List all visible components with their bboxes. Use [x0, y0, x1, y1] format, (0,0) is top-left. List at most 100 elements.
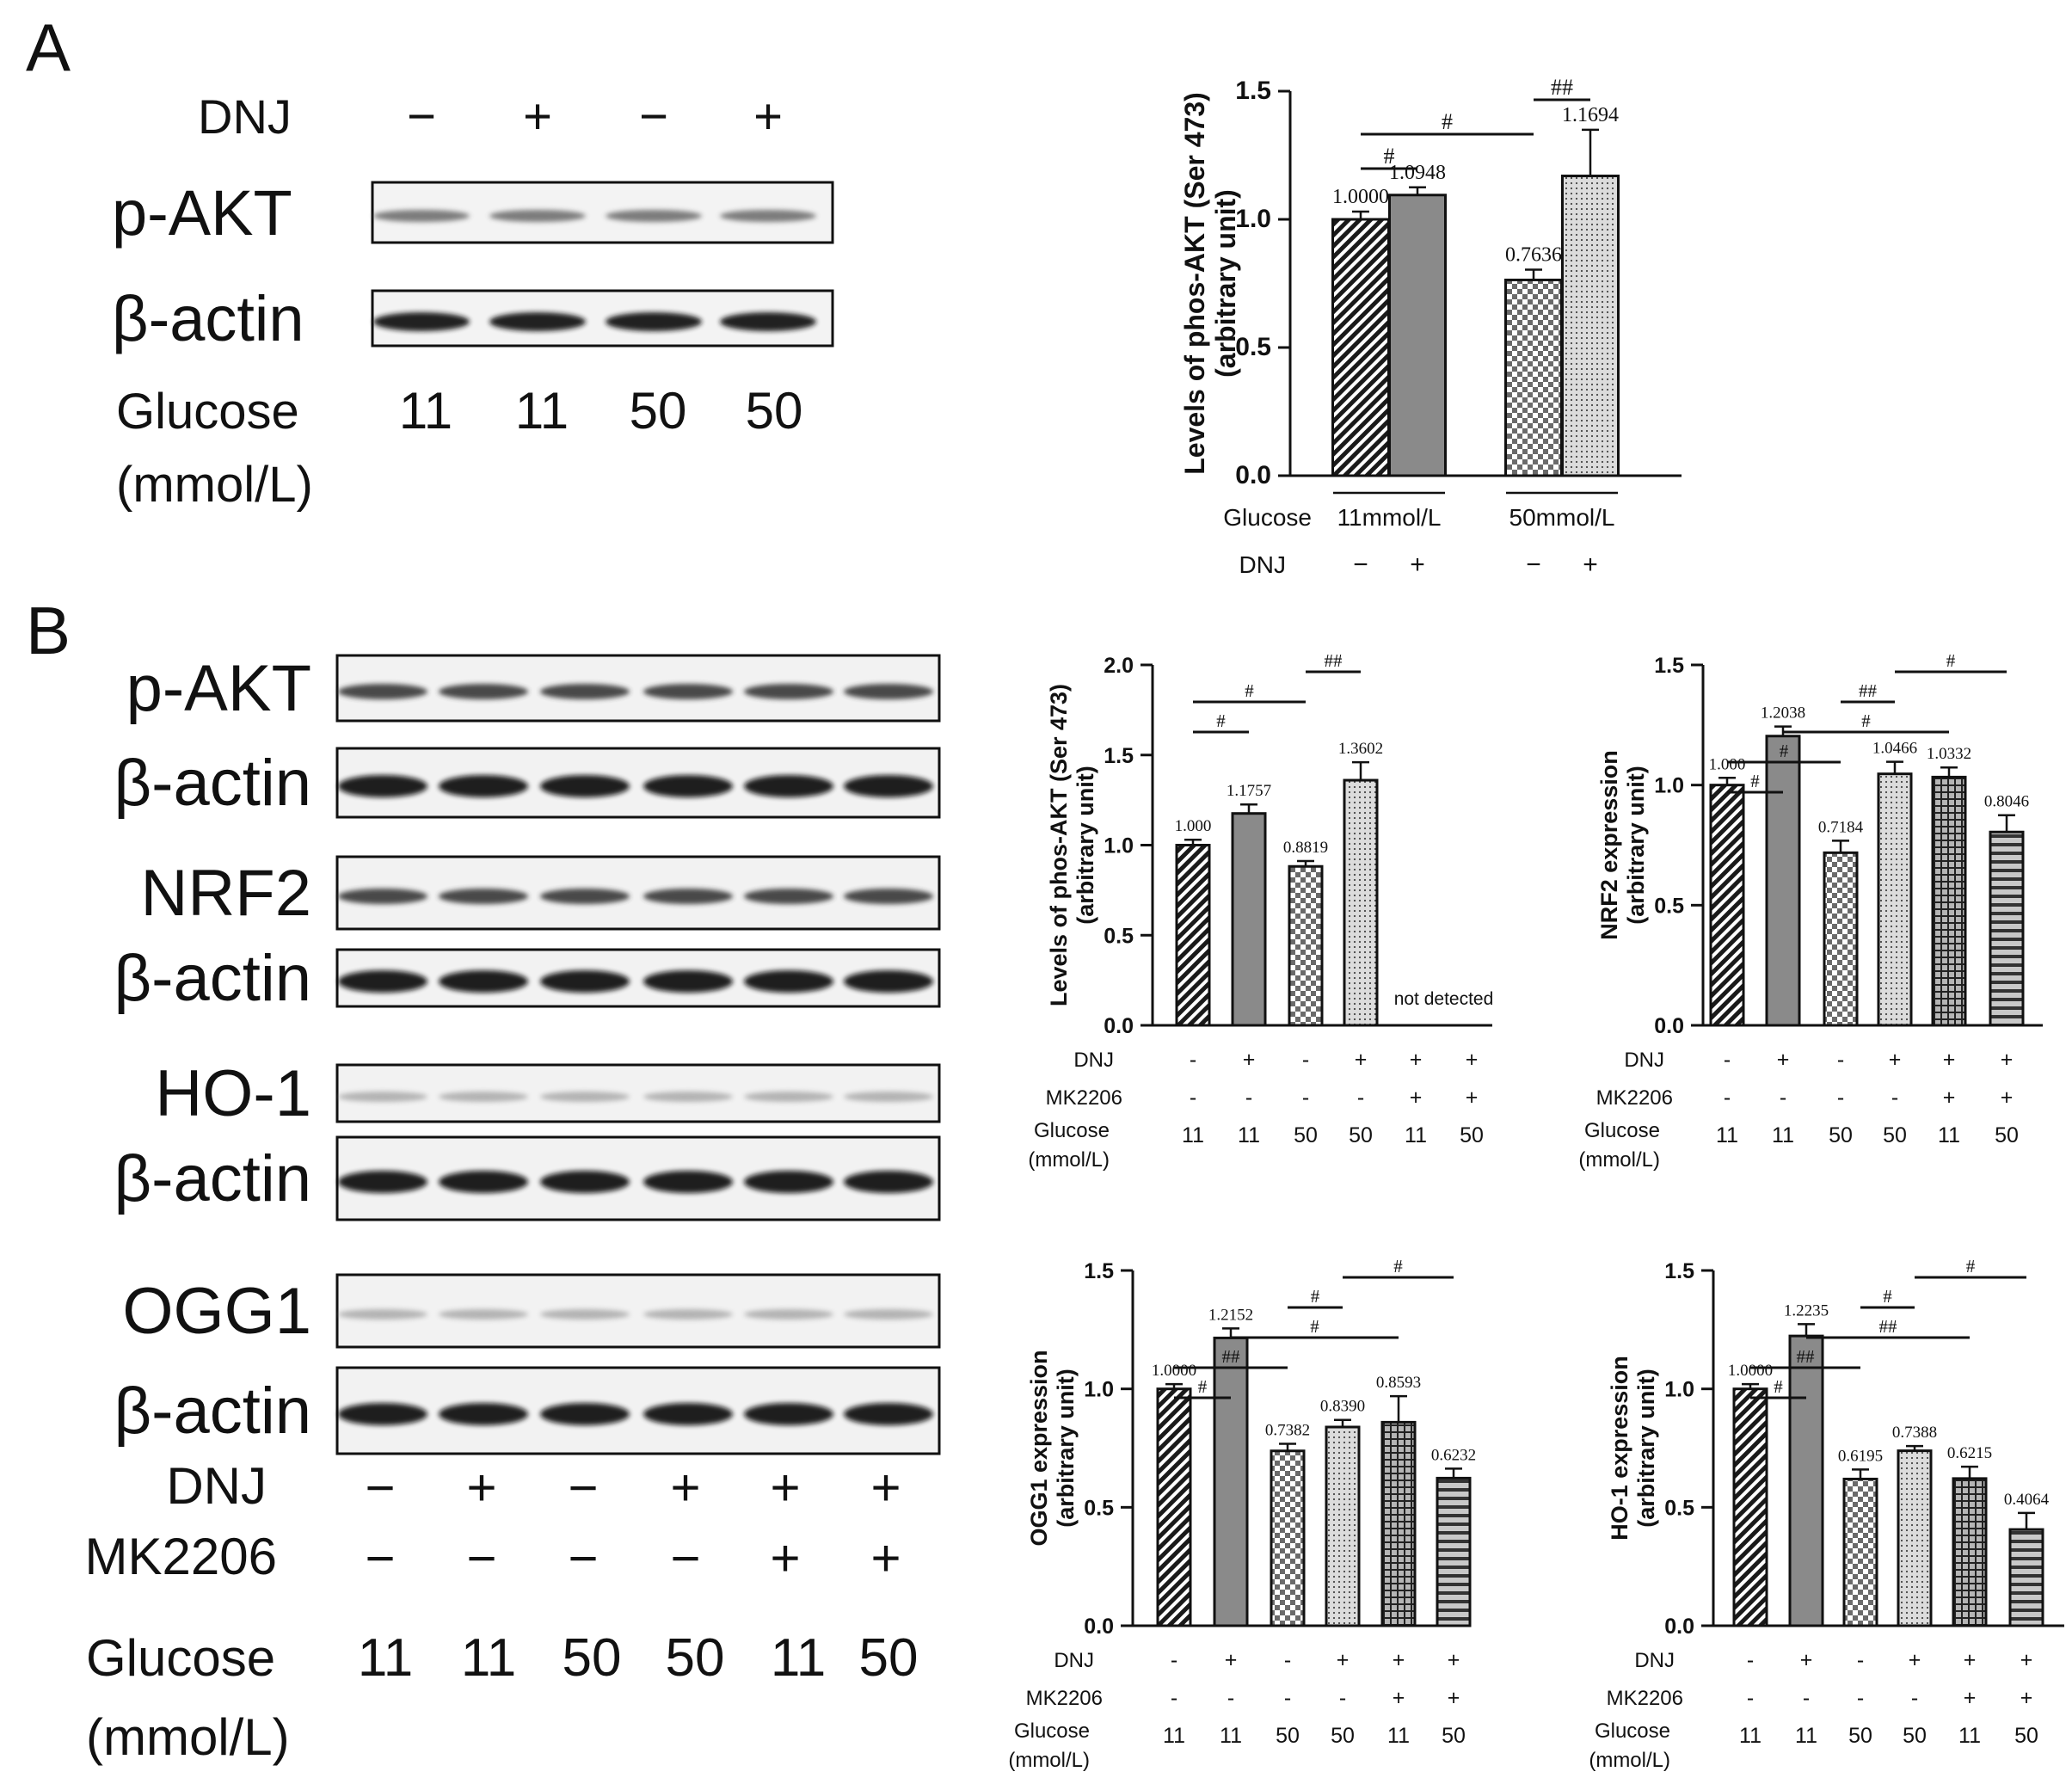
blot-b-band	[643, 1092, 733, 1102]
significance-mark: ##	[1797, 1346, 1816, 1367]
mk2206-sign: +	[1943, 1086, 1956, 1110]
mk2206-row-label: MK2206	[1046, 1086, 1122, 1110]
glucose-row-label: Glucose	[1034, 1119, 1110, 1142]
dnj-sign: +	[1337, 1648, 1350, 1672]
y-tick-label: 1.5	[1104, 744, 1134, 768]
blot-b-band	[643, 1171, 733, 1193]
data-label: 1.0948	[1389, 162, 1446, 184]
y-axis-label-line: (arbitrary unit)	[1210, 189, 1241, 378]
mk2206-sign: +	[1964, 1686, 1977, 1710]
bar	[1504, 278, 1563, 477]
significance-mark: #	[1384, 144, 1395, 169]
y-tick-label: 1.0	[1084, 1378, 1114, 1402]
blot-b-band	[540, 1171, 630, 1193]
dnj-sign: +	[2020, 1648, 2033, 1672]
blot-a-band	[489, 210, 586, 222]
glucose-value: 50	[1331, 1724, 1355, 1748]
y-tick-label: 1.0	[1664, 1378, 1694, 1402]
blot-b-band	[744, 1171, 833, 1193]
bar	[1331, 218, 1390, 477]
dnj-sign: +	[1410, 1048, 1423, 1072]
y-tick-label: 0.5	[1235, 333, 1271, 361]
glucose-row-label: Glucose	[1014, 1719, 1090, 1743]
mk2206-sign: -	[1302, 1086, 1309, 1110]
glucose-value: 11	[1238, 1123, 1260, 1147]
blot-b-band	[338, 1092, 427, 1102]
blot-a-dnj-sign: −	[407, 89, 436, 145]
data-label: 1.000	[1175, 817, 1212, 835]
y-tick-label: 1.5	[1654, 654, 1684, 678]
glucose-value: 11	[1795, 1724, 1817, 1748]
y-tick-label: 0.0	[1654, 1014, 1684, 1038]
blot-a-band	[606, 312, 702, 331]
y-tick-label: 0.5	[1104, 924, 1134, 948]
glucose-value: 11	[1220, 1724, 1242, 1748]
blot-b-mk-sign: −	[365, 1529, 395, 1587]
dnj-sign: +	[1410, 551, 1425, 579]
data-label: 0.6215	[1947, 1444, 1992, 1462]
y-tick-label: 0.5	[1664, 1496, 1694, 1520]
glucose-value: 11	[1716, 1123, 1738, 1147]
bar	[1823, 851, 1859, 1027]
blot-b-row-label: p-AKT	[126, 652, 311, 725]
bar	[1213, 1336, 1249, 1627]
dnj-row-label: DNJ	[1634, 1649, 1675, 1672]
blot-b-row-label: HO-1	[155, 1057, 311, 1130]
dnj-sign: +	[1889, 1048, 1902, 1072]
chart-b2: 0.0 0.5 1.0 1.5 NRF2 expression(arbitrary un…	[1578, 650, 2043, 1172]
significance-mark: #	[1966, 1256, 1976, 1276]
blot-b-band	[744, 1092, 833, 1102]
blot-b-band	[643, 1309, 733, 1320]
blot-b-glucose-value: 11	[771, 1628, 826, 1688]
blot-b-band	[540, 684, 630, 699]
y-axis-label-line: NRF2 expression	[1596, 750, 1622, 940]
blot-b-band	[439, 1403, 528, 1425]
blot-b-band	[439, 684, 528, 699]
mk2206-sign: -	[1911, 1686, 1918, 1710]
charts: 0.0 0.5 1.0 1.5 Levels of phos-AKT (Ser 473)…	[1008, 75, 2064, 1772]
blot-b-band	[338, 1403, 427, 1425]
mk2206-sign: -	[1190, 1086, 1196, 1110]
significance-mark: ##	[1859, 680, 1878, 701]
data-label: 1.000	[1709, 755, 1746, 773]
dnj-sign: -	[1857, 1648, 1864, 1672]
glucose-value: 11	[1938, 1123, 1960, 1147]
blot-b-band	[643, 1403, 733, 1425]
mk2206-sign: +	[2020, 1686, 2033, 1710]
dnj-sign: -	[1171, 1648, 1177, 1672]
mk2206-row-label: MK2206	[1026, 1687, 1103, 1710]
blot-a-glucose-value: 11	[399, 382, 452, 440]
dnj-sign: -	[1302, 1048, 1309, 1072]
blot-a-row-label: p-AKT	[112, 177, 292, 249]
significance-mark: #	[1861, 711, 1871, 731]
blot-b-glucose-label: Glucose	[86, 1629, 275, 1687]
data-label: 1.1694	[1562, 104, 1619, 126]
data-label: 0.8390	[1320, 1398, 1365, 1416]
bar	[1380, 1420, 1417, 1627]
blot-b-band	[540, 1403, 630, 1425]
blot-b-band	[643, 889, 733, 904]
chart-b4: 0.0 0.5 1.0 1.5 HO-1 expression(arbitrary un…	[1589, 1256, 2064, 1772]
mk2206-sign: -	[1339, 1686, 1346, 1710]
blot-b-dnj-sign: +	[770, 1459, 800, 1516]
data-label: 0.8819	[1283, 839, 1328, 857]
blot-a-glucose-label: Glucose	[116, 384, 299, 440]
blot-b-glucose-value: 50	[859, 1628, 919, 1688]
significance-mark: #	[1442, 109, 1453, 134]
y-axis-label: Levels of phos-AKT (Ser 473)(arbitrary u…	[1179, 92, 1241, 475]
blot-b-dnj-sign: −	[365, 1459, 395, 1516]
mk2206-sign: -	[1803, 1686, 1810, 1710]
blot-b-membrane	[335, 1273, 941, 1349]
blot-b-membrane	[335, 1135, 941, 1221]
y-axis-label-line: HO-1 expression	[1607, 1356, 1632, 1541]
glucose-value: 50	[1294, 1123, 1318, 1147]
blot-b-membrane	[335, 948, 941, 1008]
mk2206-sign: +	[1410, 1086, 1423, 1110]
y-tick-label: 0.5	[1654, 894, 1684, 918]
blot-b-band	[540, 889, 630, 904]
blot-a-glucose-unit: (mmol/L)	[116, 457, 313, 513]
blot-b-mk-sign: −	[466, 1529, 496, 1587]
data-label: 1.0466	[1872, 740, 1917, 758]
blot-a-band	[720, 312, 816, 331]
